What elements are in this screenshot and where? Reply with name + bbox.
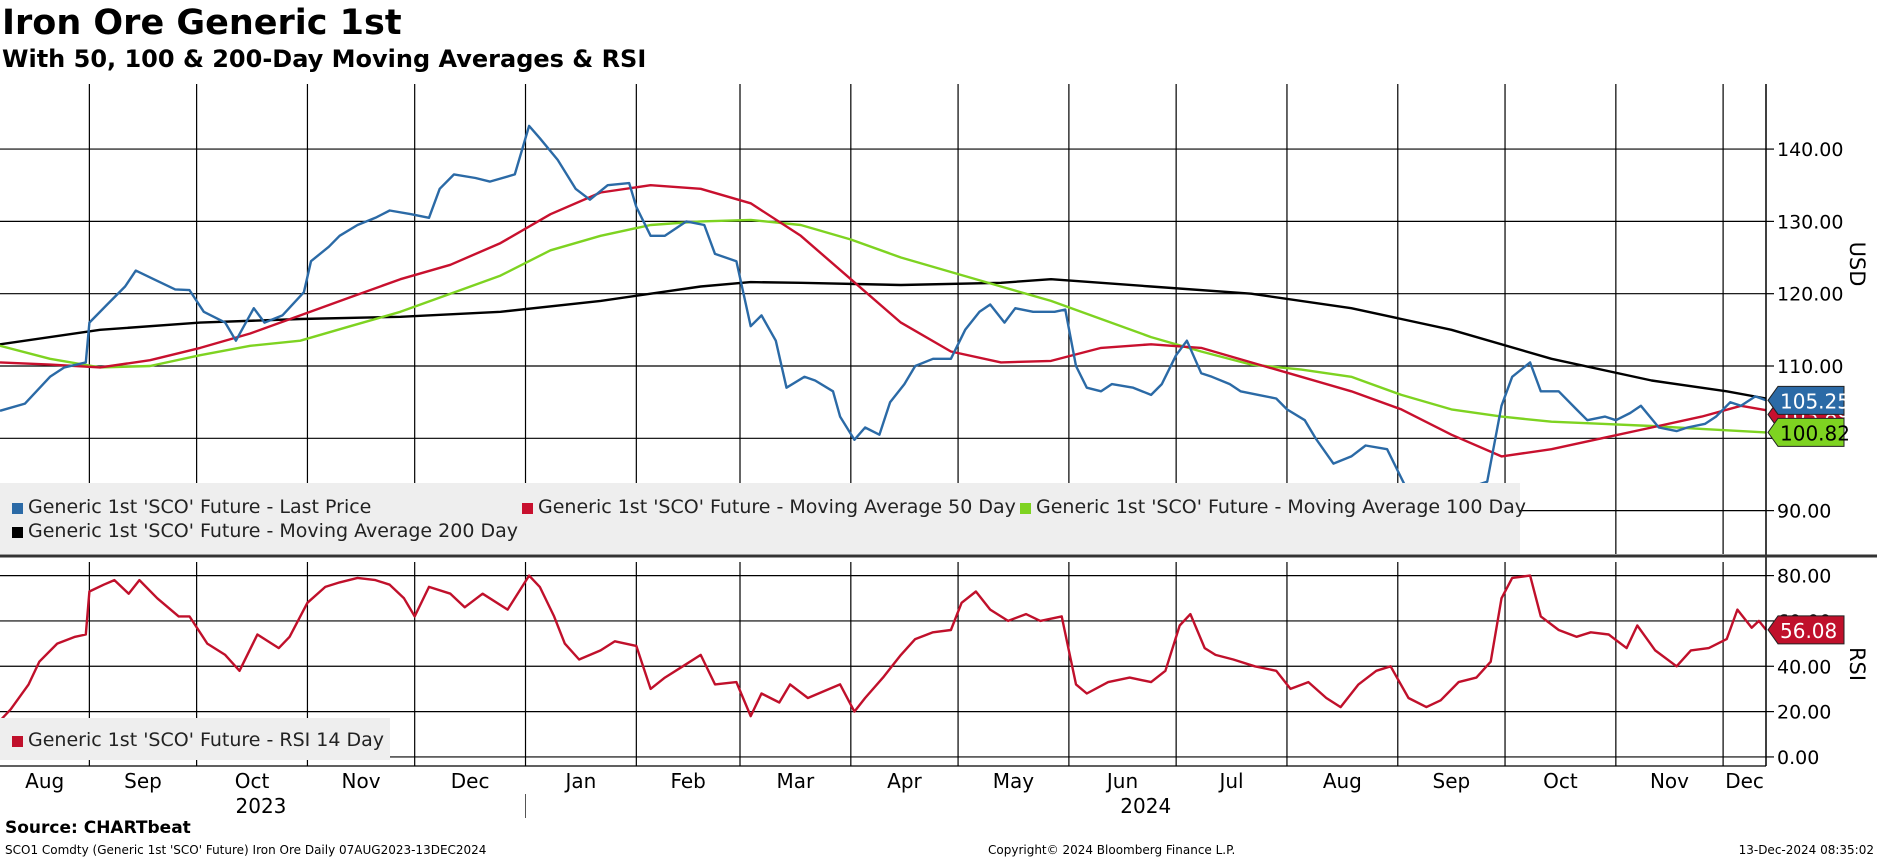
legend-swatch: [1020, 503, 1031, 514]
legend-item-ma50: Generic 1st 'SCO' Future - Moving Averag…: [522, 495, 1016, 519]
footer-ticker-info: SCO1 Comdty (Generic 1st 'SCO' Future) I…: [5, 843, 487, 857]
series-line: [0, 218, 1767, 434]
month-label: May: [993, 769, 1035, 793]
price-badge-text: 105.25: [1780, 389, 1850, 413]
rsi-series: [0, 574, 1767, 722]
rsi-tick-label: 80.00: [1777, 566, 1831, 588]
price-series: [0, 124, 1767, 505]
legend-label: Generic 1st 'SCO' Future - Moving Averag…: [28, 520, 518, 542]
legend-item-rsi: Generic 1st 'SCO' Future - RSI 14 Day: [12, 728, 384, 752]
rsi-tick-label: 40.00: [1777, 656, 1831, 678]
tick-labels: 90.00100.00110.00120.00130.00140.000.002…: [25, 139, 1869, 818]
rsi-tick-label: 20.00: [1777, 702, 1831, 724]
rsi-badge: [1767, 615, 1845, 645]
legend-item-ma200: Generic 1st 'SCO' Future - Moving Averag…: [12, 519, 518, 543]
series-line: [0, 278, 1767, 400]
price-axis-label: USD: [1845, 242, 1869, 287]
chart-subtitle: With 50, 100 & 200-Day Moving Averages &…: [2, 45, 647, 73]
price-legend: Generic 1st 'SCO' Future - Last Price Ge…: [0, 483, 1526, 554]
month-label: Dec: [1725, 769, 1764, 793]
price-badge: [1767, 385, 1845, 415]
ma100-badge-text: 100.82: [1780, 421, 1850, 445]
legend-swatch: [12, 736, 23, 747]
legend-label: Generic 1st 'SCO' Future - RSI 14 Day: [28, 729, 385, 751]
series-line: [0, 184, 1767, 458]
month-label: Aug: [1323, 769, 1362, 793]
rsi-legend: Generic 1st 'SCO' Future - RSI 14 Day: [0, 718, 390, 760]
price-tick-label: 120.00: [1777, 284, 1843, 306]
series-line: [0, 124, 1767, 505]
series-line: [0, 574, 1767, 722]
axes: [0, 84, 1877, 818]
footer-copyright: Copyright© 2024 Bloomberg Finance L.P.: [988, 843, 1236, 857]
month-label: Oct: [235, 769, 270, 793]
rsi-badge-text: 56.08: [1780, 619, 1837, 643]
month-label: Mar: [777, 769, 816, 793]
legend-item-ma100: Generic 1st 'SCO' Future - Moving Averag…: [1020, 495, 1526, 519]
year-label: 2024: [1120, 794, 1171, 818]
price-tick-label: 140.00: [1777, 139, 1843, 161]
month-label: Nov: [1650, 769, 1689, 793]
month-label: Dec: [451, 769, 490, 793]
month-label: Apr: [887, 769, 922, 793]
price-tick-label: 90.00: [1777, 501, 1831, 523]
month-label: Jan: [563, 769, 596, 793]
price-tick-label: 130.00: [1777, 211, 1843, 233]
rsi-tick-label: 0.00: [1777, 747, 1819, 769]
legend-swatch: [12, 527, 23, 538]
legend-label: Generic 1st 'SCO' Future - Moving Averag…: [1036, 496, 1526, 518]
month-label: Jun: [1105, 769, 1138, 793]
legend-label: Generic 1st 'SCO' Future - Last Price: [28, 496, 372, 518]
rsi-axis-label: RSI: [1845, 647, 1869, 681]
chart-title: Iron Ore Generic 1st: [2, 3, 402, 43]
ma100-badge: [1767, 417, 1845, 447]
legend-label: Generic 1st 'SCO' Future - Moving Averag…: [538, 496, 1016, 518]
month-label: Nov: [342, 769, 381, 793]
month-label: Feb: [670, 769, 705, 793]
legend-item-last-price: Generic 1st 'SCO' Future - Last Price: [12, 495, 371, 519]
legend-swatch: [12, 503, 23, 514]
month-label: Oct: [1543, 769, 1578, 793]
month-label: Jul: [1217, 769, 1243, 793]
source-note: Source: CHARTbeat: [5, 818, 191, 838]
month-label: Sep: [1433, 769, 1471, 793]
legend-swatch: [522, 503, 533, 514]
footer-timestamp: 13-Dec-2024 08:35:02: [1738, 843, 1874, 857]
price-tick-label: 110.00: [1777, 356, 1843, 378]
month-label: Aug: [25, 769, 64, 793]
year-label: 2023: [236, 794, 287, 818]
month-label: Sep: [124, 769, 162, 793]
